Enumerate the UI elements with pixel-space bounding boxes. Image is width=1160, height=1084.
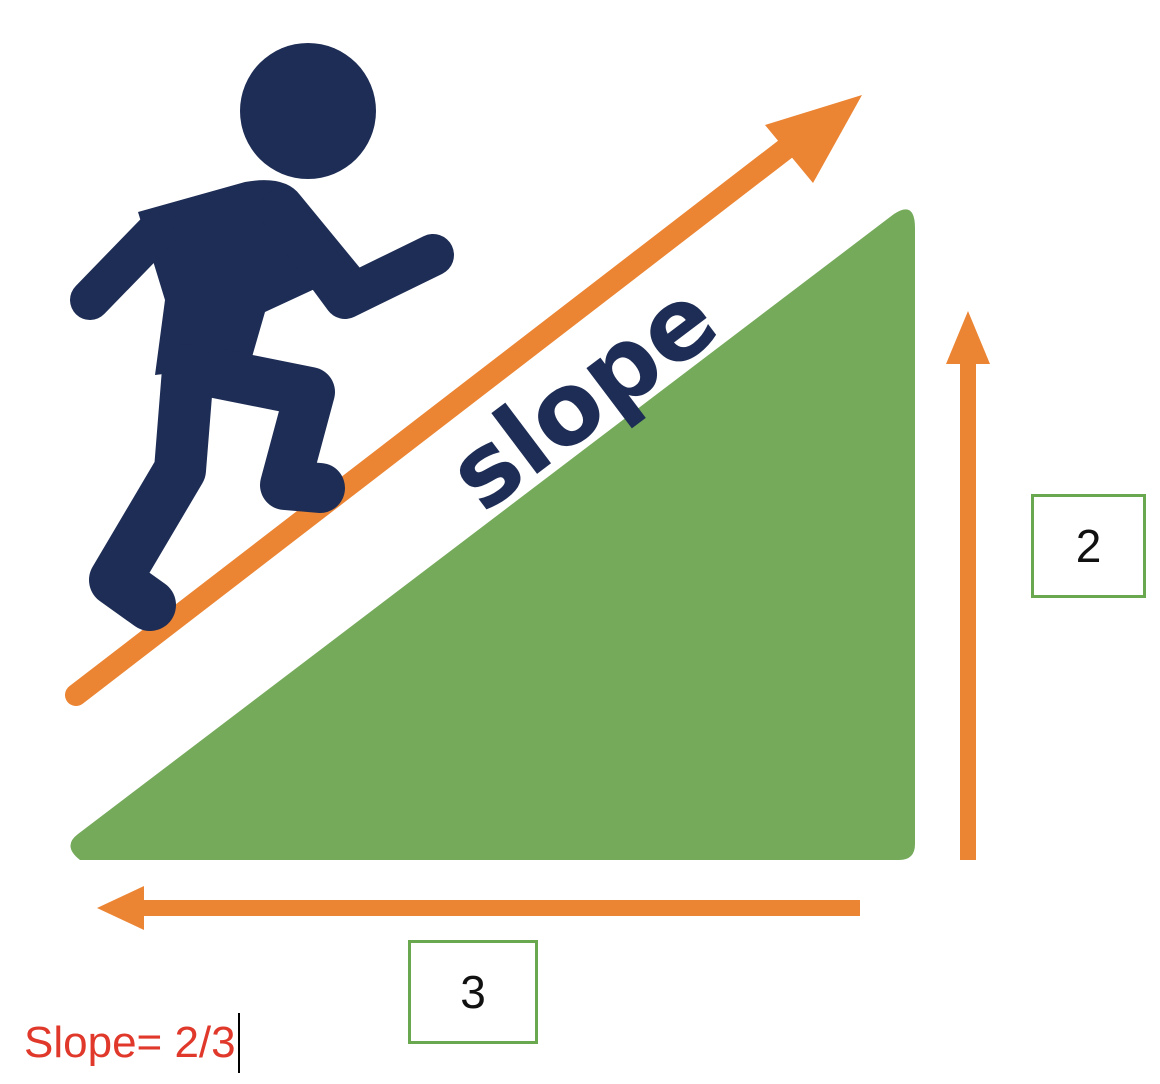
figure-head: [240, 43, 376, 179]
figure-front-leg: [175, 345, 345, 513]
figure-front-arm: [259, 189, 454, 319]
figure-back-leg: [89, 344, 214, 631]
figure-back-arm: [70, 213, 175, 320]
hill-triangle: [70, 209, 916, 861]
text-cursor: [237, 1013, 240, 1073]
slope-formula-text: Slope= 2/3: [24, 1018, 236, 1067]
slope-formula-line[interactable]: Slope= 2/3: [24, 1012, 240, 1074]
run-arrow-head: [97, 886, 144, 930]
slope-arrow-shaft: [65, 119, 821, 706]
rise-arrow-head: [946, 311, 990, 364]
rise-value: 2: [1075, 520, 1102, 572]
slope-arrow-head: [765, 95, 862, 183]
rise-value-box: 2: [1031, 494, 1146, 598]
run-value: 3: [460, 966, 486, 1018]
person-climbing-icon: [70, 43, 454, 631]
run-value-box: 3: [408, 940, 538, 1044]
